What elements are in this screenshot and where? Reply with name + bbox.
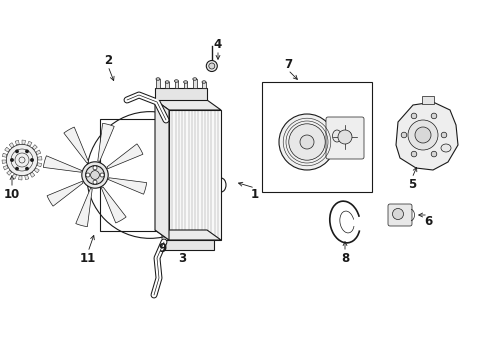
Circle shape: [289, 124, 325, 160]
Bar: [166, 79, 169, 88]
Text: 3: 3: [178, 252, 186, 265]
Polygon shape: [5, 147, 10, 152]
Polygon shape: [32, 145, 37, 150]
Bar: [162, 240, 214, 250]
Circle shape: [93, 180, 97, 184]
Polygon shape: [76, 189, 92, 227]
Ellipse shape: [202, 78, 206, 80]
Polygon shape: [37, 163, 42, 167]
Text: 7: 7: [284, 58, 292, 71]
Ellipse shape: [156, 78, 160, 80]
Ellipse shape: [193, 78, 197, 80]
Bar: [174, 81, 178, 88]
Circle shape: [209, 63, 215, 69]
Polygon shape: [19, 176, 22, 180]
Ellipse shape: [441, 144, 451, 152]
Text: 1: 1: [251, 188, 259, 201]
Circle shape: [431, 113, 437, 119]
Polygon shape: [30, 172, 35, 177]
Polygon shape: [155, 230, 221, 240]
Circle shape: [441, 132, 447, 138]
Circle shape: [279, 114, 335, 170]
Bar: [202, 79, 206, 88]
Circle shape: [86, 166, 104, 184]
Bar: [193, 79, 196, 88]
Polygon shape: [155, 100, 169, 240]
Polygon shape: [38, 157, 42, 160]
Text: 11: 11: [80, 252, 96, 265]
Circle shape: [82, 162, 108, 188]
Circle shape: [411, 151, 417, 157]
Polygon shape: [43, 156, 81, 172]
Circle shape: [31, 159, 33, 161]
Circle shape: [408, 120, 438, 150]
Polygon shape: [101, 187, 126, 223]
Polygon shape: [2, 160, 6, 163]
Circle shape: [100, 173, 104, 177]
Polygon shape: [15, 140, 19, 145]
Circle shape: [6, 144, 38, 176]
Text: 4: 4: [214, 37, 222, 50]
Polygon shape: [108, 178, 147, 194]
Bar: [422, 96, 434, 104]
Circle shape: [411, 113, 417, 119]
Polygon shape: [36, 150, 41, 154]
Ellipse shape: [174, 80, 178, 82]
Polygon shape: [396, 102, 458, 170]
Ellipse shape: [333, 130, 342, 142]
Polygon shape: [107, 144, 143, 169]
FancyBboxPatch shape: [326, 117, 364, 159]
Polygon shape: [98, 123, 114, 162]
Circle shape: [415, 127, 431, 143]
Circle shape: [91, 171, 99, 179]
Circle shape: [16, 150, 18, 153]
Text: 6: 6: [424, 215, 432, 228]
Text: 9: 9: [158, 242, 166, 255]
Circle shape: [338, 130, 352, 144]
Polygon shape: [27, 141, 32, 146]
Text: 10: 10: [4, 188, 20, 201]
Polygon shape: [34, 168, 39, 173]
Circle shape: [11, 159, 13, 161]
Circle shape: [300, 135, 314, 149]
Polygon shape: [12, 174, 17, 179]
Ellipse shape: [165, 78, 169, 80]
Circle shape: [392, 208, 403, 220]
Circle shape: [93, 166, 97, 170]
Bar: [155, 88, 207, 100]
Circle shape: [16, 167, 18, 170]
Text: 2: 2: [104, 54, 112, 67]
Polygon shape: [25, 175, 29, 180]
FancyBboxPatch shape: [388, 204, 412, 226]
Ellipse shape: [184, 81, 188, 83]
Bar: [262, 82, 372, 192]
Polygon shape: [22, 140, 25, 144]
Bar: [99, 119, 200, 231]
Circle shape: [401, 132, 407, 138]
Bar: [169, 110, 221, 240]
Text: 8: 8: [341, 252, 349, 265]
Text: 5: 5: [408, 177, 416, 190]
Circle shape: [86, 173, 90, 177]
Bar: [156, 79, 160, 88]
Polygon shape: [2, 153, 7, 157]
Ellipse shape: [346, 132, 351, 139]
Polygon shape: [47, 181, 83, 206]
Circle shape: [26, 167, 28, 170]
Circle shape: [431, 151, 437, 157]
Bar: [184, 82, 187, 88]
Circle shape: [206, 60, 217, 72]
Polygon shape: [64, 127, 89, 163]
Polygon shape: [155, 100, 221, 110]
Circle shape: [26, 150, 28, 153]
Polygon shape: [7, 170, 12, 175]
Polygon shape: [3, 166, 8, 170]
Polygon shape: [9, 143, 14, 148]
